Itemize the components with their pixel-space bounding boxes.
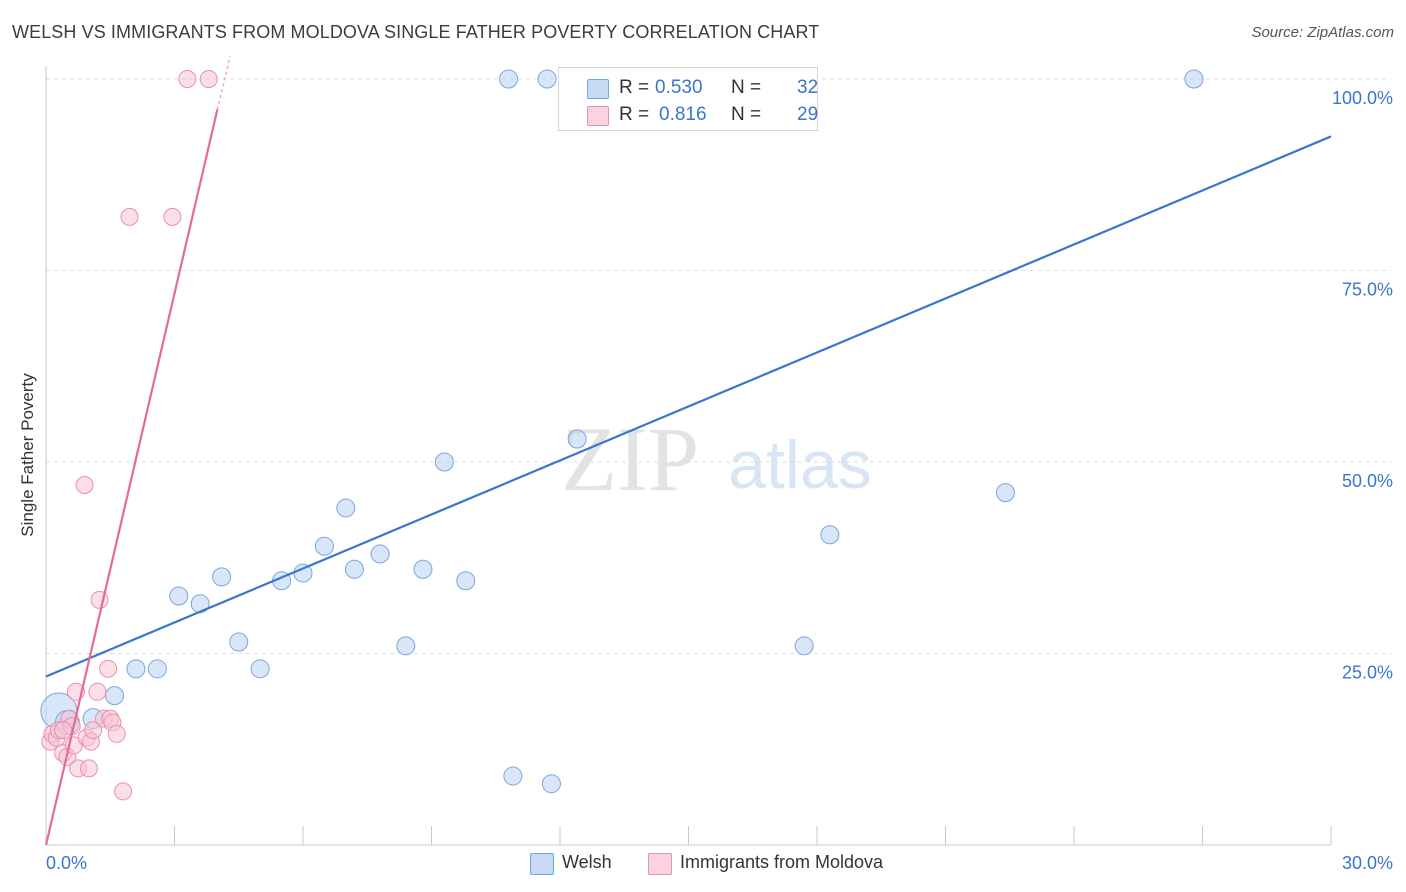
moldova-point	[120, 207, 139, 226]
welsh-point	[126, 659, 146, 679]
y-tick-label: 25.0%	[1342, 663, 1393, 683]
y-axis-label: Single Father Poverty	[18, 373, 37, 537]
n-label: N =	[731, 77, 762, 98]
welsh-point	[314, 536, 334, 556]
moldova-point	[79, 759, 98, 778]
moldova-legend-label: Immigrants from Moldova	[680, 852, 884, 872]
welsh-point	[456, 571, 476, 591]
welsh-point	[1184, 69, 1204, 89]
watermark-zip: ZIP	[561, 408, 699, 510]
welsh-point	[537, 69, 557, 89]
n-label: N =	[731, 104, 762, 125]
moldova-point	[88, 682, 107, 701]
welsh-point	[396, 636, 416, 656]
welsh-point	[541, 774, 561, 794]
welsh-point	[499, 69, 519, 89]
moldova-point	[114, 782, 133, 801]
welsh-point	[229, 632, 249, 652]
welsh-point	[434, 452, 454, 472]
welsh-point	[105, 686, 125, 706]
x-tick-label-min: 0.0%	[46, 853, 87, 873]
r-label: R =	[619, 104, 650, 125]
source-note: Source: ZipAtlas.com	[1251, 24, 1394, 41]
welsh-point	[370, 544, 390, 564]
welsh-legend-label: Welsh	[562, 852, 612, 872]
moldova-point	[199, 70, 218, 88]
welsh-swatch	[587, 79, 609, 99]
moldova-point	[99, 659, 118, 678]
moldova-point	[163, 207, 182, 226]
y-tick-label: 75.0%	[1342, 280, 1393, 300]
welsh-point	[995, 483, 1015, 503]
welsh-r-value: 0.530	[655, 77, 703, 98]
r-label: R =	[619, 77, 650, 98]
welsh-point	[147, 659, 167, 679]
moldova-n-value: 29	[797, 104, 819, 125]
welsh-point	[344, 559, 364, 579]
moldova-swatch	[587, 106, 609, 126]
watermark-atlas: atlas	[728, 427, 872, 503]
moldova-point	[75, 475, 94, 494]
moldova-point	[54, 721, 73, 740]
stats-legend: R = 0.530 N = 32 R = 0.816 N = 29	[558, 67, 818, 131]
welsh-point	[413, 559, 433, 579]
welsh-point	[336, 498, 356, 518]
welsh-point	[169, 586, 189, 606]
moldova-point	[84, 721, 103, 740]
x-tick-label-max: 30.0%	[1342, 853, 1393, 873]
moldova-point	[178, 70, 197, 88]
welsh-point	[503, 766, 523, 786]
moldova-trend-line	[44, 109, 219, 846]
moldova-trend-extension	[216, 55, 231, 110]
welsh-point	[567, 429, 587, 449]
moldova-point	[107, 724, 126, 743]
y-tick-label: 100.0%	[1332, 88, 1393, 108]
moldova-legend-swatch	[648, 853, 672, 875]
welsh-point	[212, 567, 232, 587]
welsh-point	[820, 525, 840, 545]
chart-title: WELSH VS IMMIGRANTS FROM MOLDOVA SINGLE …	[12, 22, 820, 42]
y-tick-label: 50.0%	[1342, 471, 1393, 491]
welsh-n-value: 32	[797, 77, 819, 98]
welsh-point	[794, 636, 814, 656]
welsh-point	[250, 659, 270, 679]
moldova-r-value: 0.816	[659, 104, 707, 125]
welsh-trend-line	[45, 135, 1332, 678]
welsh-legend-swatch	[530, 853, 554, 875]
